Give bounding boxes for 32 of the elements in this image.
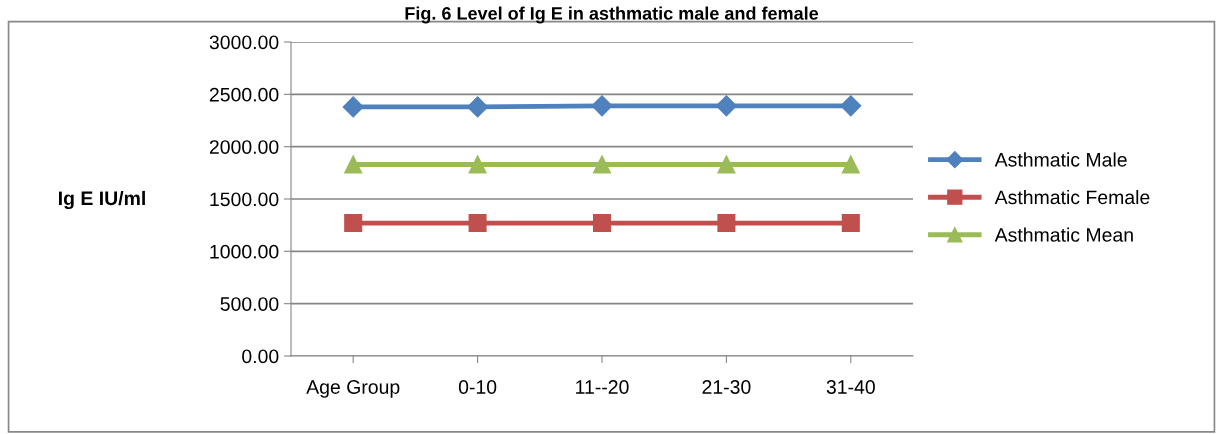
x-tick-label: Age Group (306, 380, 400, 398)
x-tick-label: 21-30 (702, 380, 751, 394)
legend-label: Asthmatic Mean (994, 227, 1133, 242)
y-tick-label: 1000.00 (210, 244, 279, 259)
y-tick-label: 2000.00 (209, 140, 279, 154)
point (592, 214, 612, 233)
legend-label: Asthmatic Female (994, 189, 1150, 205)
point (715, 95, 737, 117)
y-axis-title: Ig E IU/ml (59, 190, 145, 210)
point (467, 96, 489, 118)
point (840, 95, 862, 117)
x-tick-label: 11--20 (576, 380, 629, 394)
point (468, 155, 487, 174)
y-tick-label: 2500.00 (209, 87, 279, 102)
x-tick-label: 0-10 (458, 380, 497, 394)
point (717, 155, 736, 174)
point (344, 155, 363, 174)
chart-title: Fig. 6 Level of Ig E in asthmatic male and female (405, 6, 819, 24)
y-tick-label: 3000.00 (209, 35, 279, 50)
point (592, 155, 612, 174)
point (717, 214, 736, 233)
y-tick-label: 500.00 (220, 297, 279, 311)
x-tick-label: 31-40 (826, 380, 875, 394)
point (841, 214, 860, 233)
point (342, 96, 364, 118)
point (468, 214, 487, 233)
point (841, 155, 860, 174)
y-tick-label: 1500.00 (210, 192, 279, 207)
y-tick-label: 0.00 (242, 349, 279, 364)
point (591, 95, 613, 117)
point (344, 214, 363, 233)
legend-label: Asthmatic Male (994, 152, 1127, 167)
